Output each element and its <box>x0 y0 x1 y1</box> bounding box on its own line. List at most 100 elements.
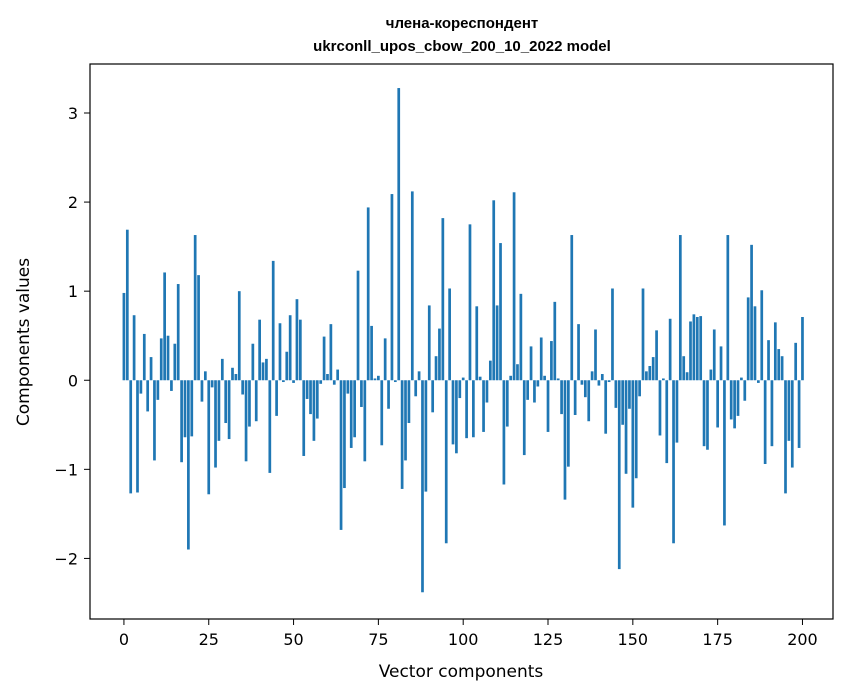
bar-156 <box>651 357 655 381</box>
x-axis-ticks: 0 25 50 75 100 125 150 175 200 <box>119 619 818 649</box>
bar-43 <box>268 380 272 473</box>
chart-title-line2: ukrconll_upos_cbow_200_10_2022 model <box>313 38 611 55</box>
bar-176 <box>719 346 723 381</box>
x-tick-label-1: 25 <box>199 630 219 649</box>
bar-58 <box>319 380 323 384</box>
bar-140 <box>597 380 601 386</box>
bar-159 <box>662 378 665 381</box>
bar-166 <box>685 372 689 381</box>
bar-94 <box>441 218 445 381</box>
bar-109 <box>492 200 496 381</box>
bar-93 <box>438 328 441 381</box>
bar-55 <box>309 380 312 415</box>
bar-158 <box>658 380 662 436</box>
bar-170 <box>699 316 703 381</box>
bar-184 <box>746 297 750 381</box>
bar-3 <box>132 315 136 381</box>
bar-196 <box>787 380 791 441</box>
bar-193 <box>777 349 781 381</box>
bar-9 <box>153 380 156 461</box>
bar-30 <box>224 380 228 424</box>
bar-141 <box>600 374 604 381</box>
bar-11 <box>159 338 163 381</box>
bar-14 <box>170 380 173 391</box>
bar-124 <box>543 375 546 381</box>
bar-92 <box>434 356 438 381</box>
bar-54 <box>305 380 309 399</box>
bar-182 <box>740 377 743 381</box>
bar-45 <box>275 380 278 416</box>
bar-19 <box>187 380 190 550</box>
bar-51 <box>295 299 299 381</box>
y-tick-label-3: 1 <box>68 282 78 301</box>
bar-186 <box>753 306 757 381</box>
bar-160 <box>665 380 669 464</box>
x-tick-label-7: 175 <box>702 630 733 649</box>
bar-169 <box>695 317 699 381</box>
bar-98 <box>455 380 458 454</box>
bar-174 <box>712 329 716 381</box>
bar-163 <box>675 380 679 443</box>
bar-77 <box>383 338 387 381</box>
bar-35 <box>241 380 245 395</box>
bar-20 <box>190 380 194 437</box>
bar-191 <box>770 380 774 447</box>
bar-146 <box>617 380 621 570</box>
bar-25 <box>207 380 211 495</box>
bar-110 <box>495 305 499 381</box>
bar-5 <box>139 380 143 394</box>
bar-21 <box>193 235 197 381</box>
bar-16 <box>176 284 180 381</box>
bar-197 <box>790 380 794 468</box>
bar-41 <box>261 362 265 381</box>
bar-34 <box>237 291 241 381</box>
bar-75 <box>377 375 380 381</box>
chart-title-line1: члена-кореспондент <box>386 15 538 32</box>
bar-53 <box>302 380 306 456</box>
bar-152 <box>638 380 641 397</box>
bar-74 <box>373 378 377 381</box>
bar-12 <box>163 272 166 381</box>
bar-117 <box>519 293 523 381</box>
bar-181 <box>736 380 740 416</box>
x-tick-label-6: 150 <box>618 630 649 649</box>
bar-4 <box>136 380 139 493</box>
bar-116 <box>516 364 519 381</box>
bar-189 <box>763 380 767 464</box>
bar-1 <box>125 229 129 381</box>
bar-194 <box>780 356 784 381</box>
bar-142 <box>604 380 608 434</box>
x-tick-label-2: 50 <box>283 630 303 649</box>
bar-129 <box>560 380 563 415</box>
bar-137 <box>587 380 591 422</box>
bar-125 <box>546 380 550 432</box>
bar-114 <box>509 375 513 381</box>
x-axis-label: Vector components <box>379 662 544 682</box>
bar-172 <box>706 380 709 450</box>
bar-192 <box>773 322 777 381</box>
bar-200 <box>801 317 804 381</box>
bar-50 <box>292 380 295 383</box>
bar-57 <box>315 380 319 419</box>
plot-frame <box>89 63 834 620</box>
bar-104 <box>475 306 479 381</box>
bar-61 <box>329 324 333 381</box>
x-tick-label-0: 0 <box>119 630 129 649</box>
bar-123 <box>539 337 543 381</box>
bar-149 <box>628 380 631 409</box>
x-tick-label-5: 125 <box>533 630 564 649</box>
bar-40 <box>258 319 261 381</box>
bar-155 <box>648 366 652 381</box>
bar-81 <box>397 88 401 381</box>
bar-97 <box>451 380 455 445</box>
bar-115 <box>512 192 516 381</box>
bar-13 <box>166 335 170 381</box>
bar-95 <box>444 380 448 544</box>
bar-118 <box>522 380 526 456</box>
bar-82 <box>400 380 404 489</box>
bar-26 <box>210 380 214 388</box>
bar-101 <box>465 380 468 439</box>
bar-7 <box>146 380 150 412</box>
bar-108 <box>488 360 492 381</box>
bar-113 <box>505 380 509 427</box>
